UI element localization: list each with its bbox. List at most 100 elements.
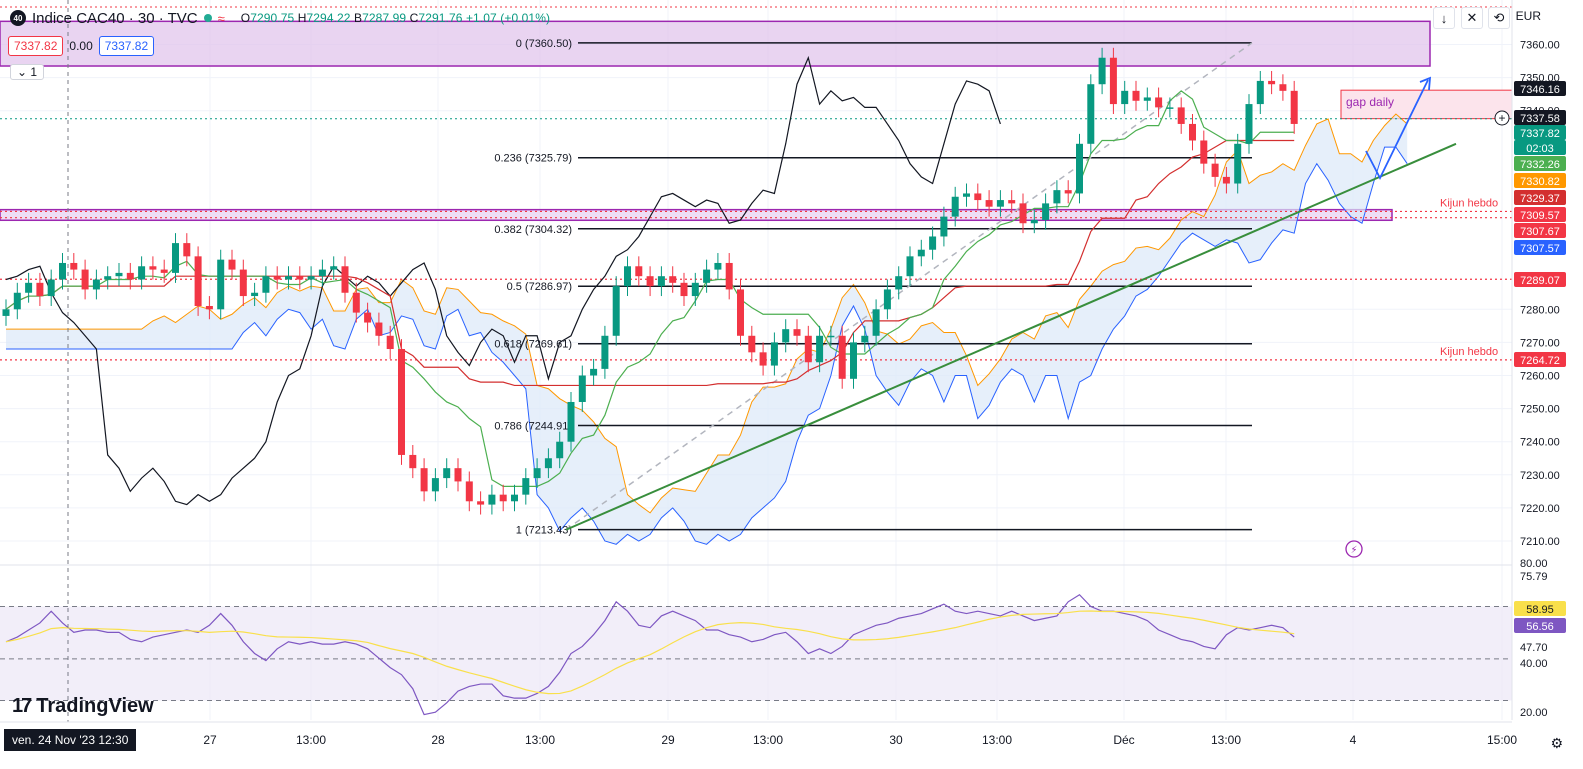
candle-body (1200, 140, 1208, 164)
candle-body (985, 200, 993, 207)
candle-body (1268, 80, 1276, 85)
candle-body (1222, 176, 1230, 184)
candle-body (115, 272, 123, 277)
rsi-band (0, 606, 1512, 701)
candle-body (646, 276, 654, 287)
candle-body (895, 276, 903, 290)
close-icon[interactable]: ✕ (1461, 7, 1483, 29)
rsi-tick-label: 75.79 (1520, 571, 1548, 583)
rsi-tick-label: 40.00 (1520, 658, 1548, 670)
kijun-label: Kijun hebdo (1440, 346, 1498, 358)
sell-button[interactable]: 7337.82 (8, 36, 64, 56)
price-tag (1514, 156, 1566, 171)
candle-body (578, 375, 586, 402)
candle-body (1064, 190, 1072, 194)
currency-label[interactable]: EUR (1515, 9, 1541, 23)
spread-value: 0.00 (69, 39, 93, 53)
candle-body (47, 279, 55, 297)
price-tag (1514, 125, 1566, 140)
candle-body (872, 309, 880, 336)
rsi-ma-tag (1514, 601, 1566, 616)
price-tag (1514, 207, 1566, 222)
candle-body (431, 478, 439, 492)
candle-body (737, 289, 744, 336)
time-tick-label: 27 (203, 733, 217, 747)
candle-body (1166, 107, 1174, 109)
candle-body (951, 196, 959, 217)
price-tag-text: 7264.72 (1520, 355, 1560, 367)
support-zone (0, 208, 1393, 222)
price-tick-label: 7270.00 (1520, 337, 1560, 349)
indicator-collapse-toggle[interactable]: ⌄ 1 (10, 64, 45, 80)
candle-body (1290, 90, 1298, 124)
candle-body (1279, 84, 1287, 91)
candle-body (793, 329, 801, 336)
candle-body (330, 266, 338, 270)
candle-body (804, 335, 812, 363)
download-icon[interactable]: ↓ (1433, 7, 1455, 29)
gap-daily-label: gap daily (1346, 95, 1394, 109)
candle-body (228, 259, 236, 270)
bolt-glyph: ⚡ (1350, 545, 1357, 556)
tradingview-logo: 17 TradingView (12, 695, 154, 718)
candle-body (748, 335, 756, 353)
candle-body (454, 468, 462, 482)
candle-body (601, 335, 609, 369)
candle-body (567, 401, 575, 442)
price-tick-label: 7280.00 (1520, 304, 1560, 316)
market-open-dot (203, 14, 212, 22)
price-tag (1514, 110, 1566, 125)
price-tag-text: 7330.82 (1520, 176, 1560, 188)
crosshair-time-tooltip: ven. 24 Nov '23 12:30 (4, 729, 137, 751)
candle-body (183, 243, 191, 257)
candle-body (1053, 190, 1061, 204)
fib-level-label: 0.786 (7244.91) (494, 420, 572, 432)
price-tag-text: 7307.57 (1520, 243, 1560, 255)
candle-body (318, 269, 326, 277)
projection-arrow-head (1419, 76, 1432, 91)
candle-body (477, 501, 485, 505)
candle-body (996, 200, 1004, 207)
rsi-line (5, 593, 1295, 716)
candle-body (239, 269, 247, 297)
time-tick-label: 13:00 (525, 733, 555, 747)
price-tag-text: 7289.07 (1520, 275, 1560, 287)
candle-body (929, 236, 937, 250)
candle-body (816, 335, 824, 363)
candle-body (680, 282, 688, 297)
candle-body (1211, 163, 1219, 177)
price-tag-text: 7307.67 (1520, 226, 1560, 238)
candle-body (104, 276, 112, 280)
candle-body (1121, 90, 1129, 105)
candle-body (657, 276, 665, 287)
wave-icon: ≈ (217, 10, 225, 26)
candle-body (1019, 203, 1027, 224)
candle-body (138, 266, 146, 280)
symbol-title[interactable]: Indice CAC40 · 30 · TVC (32, 9, 198, 27)
candle-body (1087, 84, 1095, 144)
candle-body (544, 458, 552, 469)
buy-button[interactable]: 7337.82 (98, 36, 155, 56)
candle-body (1109, 57, 1117, 105)
gear-icon[interactable]: ⚙ (1550, 735, 1563, 751)
candle-body (883, 289, 891, 310)
candle-body (703, 269, 711, 283)
price-tag (1514, 223, 1566, 238)
candle-body (92, 279, 100, 290)
candle-body (1256, 80, 1264, 105)
fib-level-label: 0.382 (7304.32) (494, 224, 572, 236)
candle-body (691, 282, 699, 297)
candle-body (511, 494, 518, 502)
time-tick-label: 13:00 (753, 733, 783, 747)
chikou-span (5, 55, 1001, 506)
price-tag (1514, 81, 1566, 96)
candle-body (59, 262, 66, 280)
candle-body (409, 454, 417, 469)
reset-icon[interactable]: ⟲ (1488, 7, 1510, 29)
candle-body (1030, 219, 1038, 224)
candle-body (725, 262, 733, 290)
rsi-tick-label: 20.00 (1520, 707, 1548, 719)
gap-daily-zone (1340, 89, 1513, 120)
fib-trend-line (565, 42, 1253, 531)
